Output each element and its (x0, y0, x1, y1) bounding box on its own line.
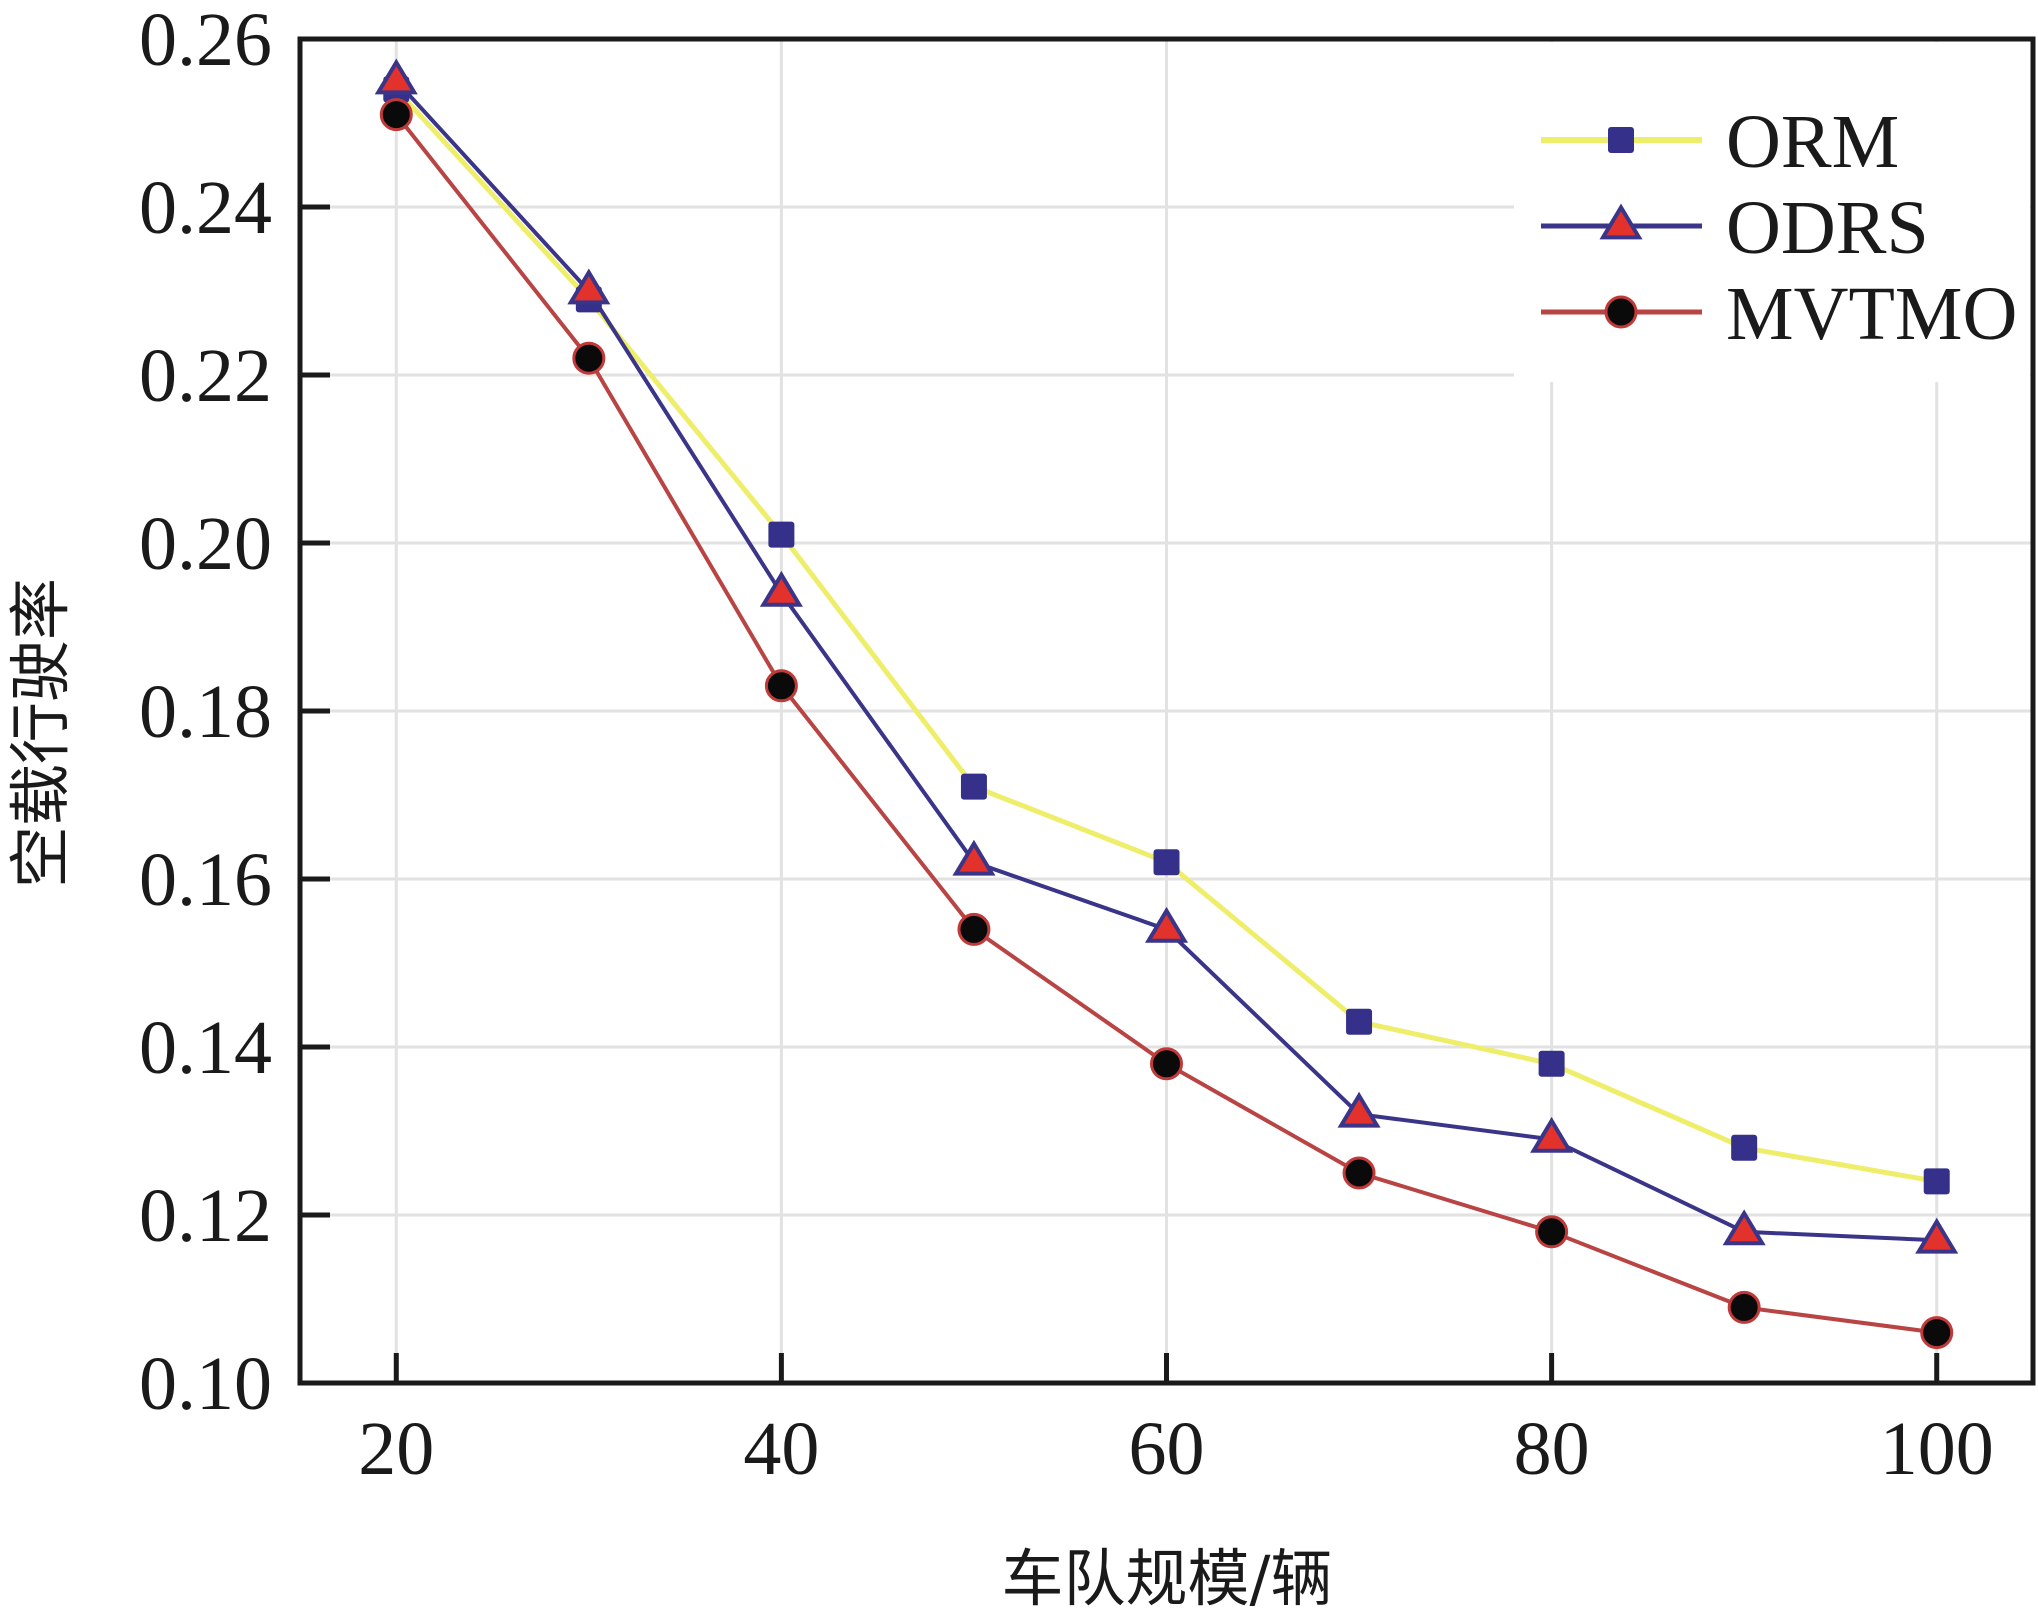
legend-label-odrs: ODRS (1726, 186, 1929, 270)
x-tick-label: 40 (743, 1407, 819, 1491)
y-tick-label: 0.22 (139, 334, 272, 418)
data-point-odrs (1530, 1116, 1574, 1153)
data-point-orm (768, 521, 795, 548)
axes (297, 36, 2036, 1386)
data-point-mvtmo (1920, 1316, 1954, 1350)
data-point-mvtmo (1150, 1047, 1183, 1081)
legend-marker-mvtmo (1604, 295, 1638, 329)
data-point-odrs (374, 58, 418, 95)
data-point-mvtmo (379, 98, 413, 132)
series-layer (374, 58, 1959, 1350)
data-point-mvtmo (764, 669, 798, 703)
data-point-mvtmo (572, 341, 606, 375)
legend-background (1514, 42, 2030, 382)
tick-labels: 0.10 0.12 0.14 0.16 0.18 0.20 0.22 0.24 0.26 20 40… (139, 0, 1994, 1491)
data-point-orm (1346, 1008, 1373, 1035)
y-tick-label: 0.14 (139, 1006, 272, 1090)
y-tick-label: 0.18 (139, 670, 272, 754)
data-point-odrs (567, 268, 611, 305)
data-point-mvtmo (957, 912, 991, 946)
data-point-mvtmo (1727, 1290, 1761, 1324)
data-point-orm (960, 773, 987, 800)
y-tick-label: 0.26 (139, 0, 272, 82)
legend-marker-orm (1608, 127, 1634, 153)
data-point-orm (1731, 1134, 1758, 1161)
data-point-mvtmo (1342, 1156, 1376, 1190)
y-tick-label: 0.16 (139, 838, 272, 922)
y-tick-label: 0.12 (139, 1174, 272, 1258)
y-tick-label: 0.20 (139, 502, 272, 586)
legend-label-orm: ORM (1726, 100, 1899, 184)
data-point-odrs (1722, 1209, 1766, 1246)
y-axis-title: 空载行驶率 (4, 578, 77, 888)
legend-marker-odrs (1599, 203, 1643, 240)
y-tick-label: 0.24 (139, 166, 272, 250)
data-point-mvtmo (1535, 1215, 1569, 1249)
data-point-odrs (1337, 1091, 1381, 1128)
y-tick-label: 0.10 (139, 1342, 272, 1426)
data-point-orm (1923, 1168, 1950, 1195)
data-point-odrs (1144, 906, 1189, 943)
x-axis-title: 车队规模/辆 (1002, 1542, 1333, 1610)
x-tick-label: 60 (1129, 1407, 1205, 1491)
data-point-orm (1153, 849, 1180, 876)
data-point-odrs (1915, 1217, 1959, 1254)
x-tick-label: 100 (1880, 1407, 1994, 1491)
data-point-orm (1538, 1050, 1565, 1077)
x-tick-label: 20 (358, 1407, 434, 1491)
x-tick-label: 80 (1514, 1407, 1590, 1491)
data-point-odrs (952, 839, 996, 876)
data-point-odrs (759, 570, 803, 607)
legend-label-mvtmo: MVTMO (1726, 272, 2017, 356)
